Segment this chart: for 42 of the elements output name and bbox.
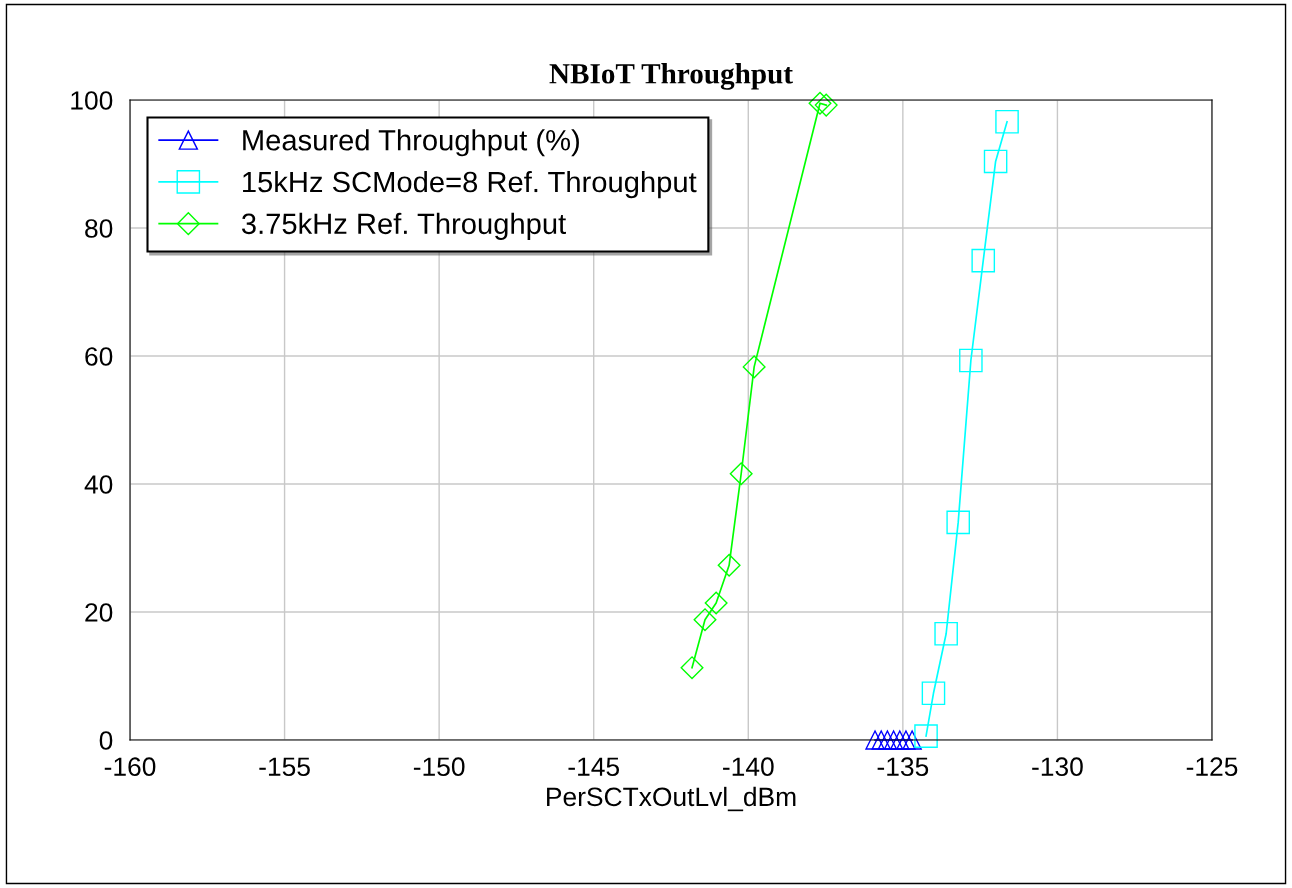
legend-label: 15kHz SCMode=8 Ref. Throughput — [243, 170, 697, 199]
y-tick-label: 80 — [85, 219, 113, 238]
point — [871, 730, 891, 750]
x-tick-label: -140 — [723, 757, 774, 777]
point — [896, 730, 916, 750]
point — [934, 621, 958, 646]
x-tick-label: -130 — [1032, 757, 1083, 777]
x-tick-label: -150 — [413, 757, 465, 777]
x-tick-label: -155 — [259, 757, 310, 777]
y-tick-label: 100 — [71, 91, 113, 110]
chart-title: NBIoT Throughput — [549, 63, 793, 90]
point — [729, 462, 753, 486]
x-tick-label: -160 — [104, 757, 156, 777]
point — [914, 724, 938, 748]
x-tick-label: -135 — [877, 757, 929, 777]
point — [983, 149, 1008, 174]
y-tick-label: 40 — [84, 475, 113, 494]
point — [959, 348, 983, 373]
legend-label: 3.75kHz Ref. Throughput — [241, 212, 566, 240]
point — [890, 730, 910, 750]
point — [717, 553, 741, 577]
y-tick-label: 0 — [99, 731, 113, 750]
point — [808, 91, 832, 115]
point — [704, 591, 728, 615]
point — [680, 656, 704, 680]
point — [693, 608, 717, 632]
x-tick-label: -125 — [1186, 757, 1238, 777]
point — [742, 355, 766, 379]
point — [971, 248, 996, 273]
point — [814, 93, 838, 117]
point — [921, 681, 946, 706]
y-tick-label: 60 — [85, 347, 113, 366]
legend-label: Measured Throughput (%) — [243, 129, 579, 157]
point — [995, 109, 1019, 134]
point — [877, 730, 898, 750]
x-tick-label: -145 — [568, 757, 620, 777]
point — [865, 730, 885, 750]
point — [902, 730, 922, 750]
x-axis-title: PerSCTxOutLvl_dBm — [547, 786, 796, 812]
point — [946, 510, 970, 535]
y-tick-label: 20 — [85, 603, 113, 622]
point — [883, 730, 904, 750]
